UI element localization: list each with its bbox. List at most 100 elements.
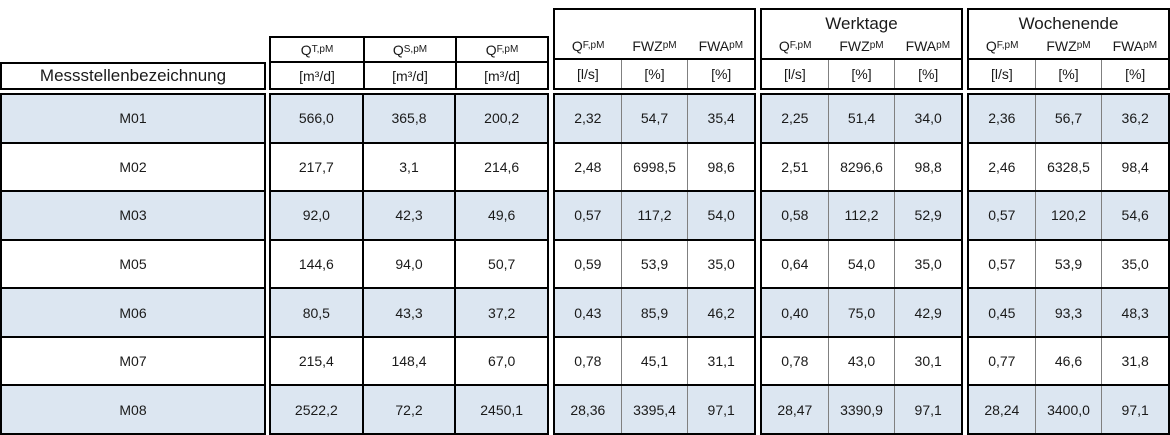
row-label: M01	[119, 110, 147, 127]
table-cell: 52,9	[894, 192, 961, 239]
row-label-data: M01 M02 M03 M05 M06 M07 M08	[0, 93, 266, 435]
col-label-qs: Q S,pM	[363, 38, 455, 63]
table-cell: 112,2	[827, 192, 895, 239]
label-subscript: S,pM	[403, 43, 428, 55]
table-cell: 35,0	[1101, 240, 1168, 288]
table-row: 28,47 3390,9 97,1	[762, 384, 961, 434]
table-row: 0,45 93,3 48,3	[969, 287, 1168, 336]
label-text: FWZ	[1046, 38, 1077, 54]
table-cell: 75,0	[827, 289, 895, 336]
label-text: FWZ	[839, 38, 870, 54]
col-unit: [l/s]	[990, 66, 1013, 82]
table-cell: 28,36	[570, 401, 606, 418]
col-unit: [%]	[687, 60, 754, 88]
table-cell: 94,0	[361, 240, 455, 288]
table-row: 0,58 112,2 52,9	[762, 190, 961, 239]
label-text: Q	[485, 41, 497, 58]
label-subscript: F,pM	[996, 40, 1019, 51]
group-header-top: Q F,pM FWZ pM FWA pM	[555, 10, 754, 60]
col-label-fwz: FWZ pM	[1035, 34, 1101, 58]
table-row: 28,36 3395,4 97,1	[555, 384, 754, 434]
table-row: 0,59 53,9 35,0	[555, 238, 754, 288]
table-cell: 0,64	[781, 256, 809, 273]
table-cell: 144,6	[298, 256, 334, 273]
col-label-qf: Q F,pM	[762, 34, 828, 58]
label-subscript: F,pM	[496, 43, 519, 55]
table-cell: 54,6	[1101, 192, 1168, 239]
col-unit: [m³/d]	[363, 63, 455, 88]
label-text: Q	[571, 38, 583, 54]
table-cell: 34,0	[894, 95, 961, 142]
col-unit: [m³/d]	[455, 63, 547, 88]
label-text: FWA	[698, 38, 730, 54]
table-cell: 6998,5	[620, 143, 688, 191]
label-subscript: pM	[1076, 40, 1091, 51]
group-title-werktage: Werktage	[825, 14, 898, 34]
row-label-block: Messstellenbezeichnung M01 M02 M03 M05 M…	[0, 0, 266, 435]
table-cell: 35,0	[894, 240, 961, 288]
table-cell: 31,8	[1101, 337, 1168, 385]
table-row: 0,57 117,2 54,0	[555, 190, 754, 239]
group-labels: Q F,pM FWZ pM FWA pM	[555, 34, 754, 58]
group-units: [l/s] [%] [%]	[555, 60, 754, 88]
table-cell: 0,77	[988, 353, 1016, 370]
table-row: 0,40 75,0 42,9	[762, 287, 961, 336]
table-cell: 85,9	[620, 289, 688, 336]
table-cell: 0,57	[988, 256, 1016, 273]
wochenende-columns-header: Wochenende Q F,pM FWZ pM FWA pM [l/s] [%] […	[967, 8, 1170, 90]
table-cell: 54,0	[827, 240, 895, 288]
group-labels: Q F,pM FWZ pM FWA pM	[762, 34, 961, 58]
table-cell: 93,3	[1034, 289, 1102, 336]
row-label: M08	[119, 401, 147, 418]
table-cell: 2,36	[988, 110, 1016, 127]
col-label-qf: Q F,pM	[969, 34, 1035, 58]
table-cell: 2,25	[781, 110, 809, 127]
table-cell: 92,0	[302, 207, 330, 224]
table-cell: 0,57	[988, 207, 1016, 224]
label-subscript: F,pM	[582, 40, 605, 51]
table-cell: 36,2	[1101, 95, 1168, 142]
label-text: FWZ	[632, 38, 663, 54]
table-row: 0,57 53,9 35,0	[969, 238, 1168, 288]
label-text: Q	[300, 41, 312, 58]
group-header-top: Wochenende Q F,pM FWZ pM FWA pM	[969, 10, 1168, 60]
col-label-fwz: FWZ pM	[621, 34, 687, 58]
table-cell: 56,7	[1034, 95, 1102, 142]
row-label: M05	[119, 256, 147, 273]
table-cell: 3400,0	[1034, 386, 1102, 434]
label-text: Q	[392, 41, 404, 58]
table-cell: 28,47	[777, 401, 813, 418]
table-cell: 0,59	[574, 256, 602, 273]
table-cell: 53,9	[620, 240, 688, 288]
table-cell: 43,0	[827, 337, 895, 385]
table-row: 217,7 3,1 214,6	[271, 141, 547, 191]
table-cell: 98,4	[1101, 143, 1168, 191]
col-unit: [l/s]	[783, 66, 806, 82]
volume-columns-block: Q T,pM Q S,pM Q F,pM [m³/d] [m³/d] [m³/d] 5…	[269, 0, 549, 435]
table-cell: 0,43	[574, 304, 602, 321]
table-cell: 54,7	[620, 95, 688, 142]
col-unit: [%]	[1101, 60, 1168, 88]
table-row: 215,4 148,4 67,0	[271, 335, 547, 385]
table-row: M08	[2, 384, 264, 434]
col-unit: [l/s]	[576, 66, 599, 82]
table-cell: 2450,1	[454, 386, 547, 434]
table-row: M05	[2, 238, 264, 288]
werktage-data: 2,25 51,4 34,0 2,51 8296,6 98,8 0,58 112…	[760, 93, 963, 435]
table-cell: 117,2	[620, 192, 688, 239]
label-text: Q	[985, 38, 997, 54]
table-row: 0,64 54,0 35,0	[762, 238, 961, 288]
table-row: 144,6 94,0 50,7	[271, 238, 547, 288]
table-row: 2,51 8296,6 98,8	[762, 141, 961, 191]
row-label: M02	[119, 158, 147, 175]
werktage-columns-header: Werktage Q F,pM FWZ pM FWA pM [l/s] [%] [%]	[760, 8, 963, 90]
table-cell: 43,3	[361, 289, 455, 336]
table-cell: 2522,2	[294, 401, 338, 418]
table-cell: 50,7	[454, 240, 547, 288]
table-cell: 72,2	[361, 386, 455, 434]
table-cell: 98,6	[687, 143, 754, 191]
table-cell: 97,1	[894, 386, 961, 434]
table-cell: 80,5	[302, 304, 330, 321]
table-cell: 0,57	[574, 207, 602, 224]
